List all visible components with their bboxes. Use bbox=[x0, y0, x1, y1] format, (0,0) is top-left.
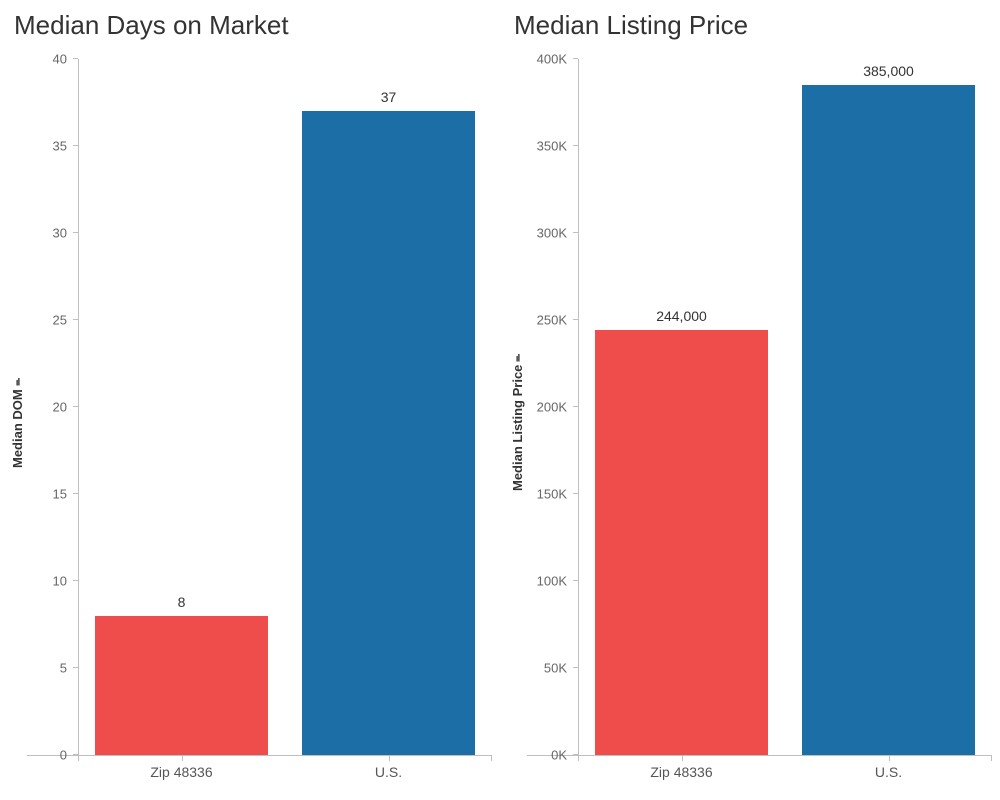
x-tick-label: U.S. bbox=[785, 756, 992, 790]
bar-slot: 244,000 bbox=[578, 59, 785, 755]
y-tick-label: 0 bbox=[60, 748, 67, 763]
bar-value-label: 37 bbox=[381, 89, 397, 105]
right-chart-area: Median Listing Price ıl 0K 50K 100K 150K 200… bbox=[508, 59, 992, 790]
sort-descending-icon: ıl bbox=[516, 354, 520, 365]
y-tick-label: 5 bbox=[60, 661, 67, 676]
left-chart-area: Median DOM ıl 0510152025303540 837 Zip 4… bbox=[8, 59, 492, 790]
y-tick-label: 40 bbox=[53, 52, 67, 67]
bar-slot: 385,000 bbox=[785, 59, 992, 755]
y-tick-label: 10 bbox=[53, 574, 67, 589]
sort-descending-icon: ıl bbox=[16, 378, 20, 389]
right-chart-title: Median Listing Price bbox=[514, 10, 992, 41]
y-tick-label: 350K bbox=[537, 139, 567, 154]
y-tick-label: 200K bbox=[537, 400, 567, 415]
right-panel: Median Listing Price Median Listing Pric… bbox=[500, 0, 1000, 800]
right-plot-wrap: 0K50K100K150K200K250K300K350K400K 244,00… bbox=[527, 59, 992, 790]
left-y-axis-label-text: Median DOM bbox=[10, 389, 25, 468]
bar[interactable]: 244,000 bbox=[595, 330, 769, 755]
y-tick-label: 30 bbox=[53, 226, 67, 241]
bar-value-label: 385,000 bbox=[863, 63, 914, 79]
right-plot: 0K50K100K150K200K250K300K350K400K 244,00… bbox=[527, 59, 992, 756]
left-bars: 837 bbox=[78, 59, 492, 755]
right-x-axis: Zip 48336U.S. bbox=[578, 756, 992, 790]
bar[interactable]: 37 bbox=[302, 111, 476, 755]
bar[interactable]: 8 bbox=[95, 616, 269, 755]
y-tick-label: 35 bbox=[53, 139, 67, 154]
x-tick-label: Zip 48336 bbox=[578, 756, 785, 790]
left-y-axis-label[interactable]: Median DOM ıl bbox=[8, 59, 27, 790]
bar-value-label: 8 bbox=[178, 594, 186, 610]
left-plot-wrap: 0510152025303540 837 Zip 48336U.S. bbox=[27, 59, 492, 790]
left-chart-title: Median Days on Market bbox=[14, 10, 492, 41]
right-y-axis-label-text: Median Listing Price bbox=[510, 365, 525, 491]
left-panel: Median Days on Market Median DOM ıl 0 5 10… bbox=[0, 0, 500, 800]
right-y-axis-label[interactable]: Median Listing Price ıl bbox=[508, 59, 527, 790]
right-bars: 244,000385,000 bbox=[578, 59, 992, 755]
left-plot: 0510152025303540 837 bbox=[27, 59, 492, 756]
y-tick-label: 300K bbox=[537, 226, 567, 241]
y-tick-label: 0K bbox=[551, 748, 567, 763]
y-tick-label: 250K bbox=[537, 313, 567, 328]
y-tick-label: 150K bbox=[537, 487, 567, 502]
bar[interactable]: 385,000 bbox=[802, 85, 976, 755]
y-tick-label: 100K bbox=[537, 574, 567, 589]
left-y-ticks: 0510152025303540 bbox=[27, 59, 73, 755]
y-tick-label: 15 bbox=[53, 487, 67, 502]
right-y-ticks: 0K50K100K150K200K250K300K350K400K bbox=[527, 59, 573, 755]
x-tick-label: U.S. bbox=[285, 756, 492, 790]
y-tick-label: 20 bbox=[53, 400, 67, 415]
chart-container: Median Days on Market Median DOM ıl 0 5 10… bbox=[0, 0, 1000, 800]
bar-slot: 8 bbox=[78, 59, 285, 755]
bar-value-label: 244,000 bbox=[656, 308, 707, 324]
y-tick-label: 50K bbox=[544, 661, 567, 676]
y-tick-label: 400K bbox=[537, 52, 567, 67]
x-tick-label: Zip 48336 bbox=[78, 756, 285, 790]
bar-slot: 37 bbox=[285, 59, 492, 755]
y-tick-label: 25 bbox=[53, 313, 67, 328]
left-x-axis: Zip 48336U.S. bbox=[78, 756, 492, 790]
